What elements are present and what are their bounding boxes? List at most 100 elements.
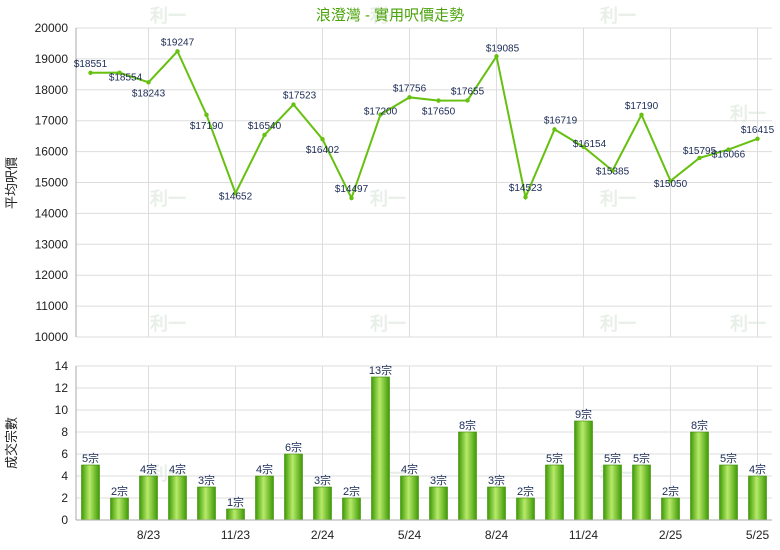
count-bar [168, 475, 187, 521]
price-data-label: $16415 [741, 125, 775, 136]
x-tick-label: 5/24 [398, 528, 422, 542]
count-y-axis-label: 成交宗數 [4, 417, 19, 469]
x-tick-label: 2/25 [659, 528, 683, 542]
price-data-label: $16154 [573, 139, 607, 150]
price-data-label: $15795 [683, 146, 717, 157]
price-y-tick-label: 20000 [35, 21, 69, 35]
price-point [639, 112, 644, 118]
count-data-label: 4宗 [140, 462, 157, 476]
count-y-tick-label: 6 [61, 447, 68, 461]
price-data-label: $14652 [219, 191, 253, 202]
count-data-label: 5宗 [546, 451, 563, 465]
price-data-label: $19085 [486, 43, 520, 54]
price-point [349, 195, 354, 201]
count-bar [458, 431, 477, 521]
count-bar [429, 486, 448, 521]
price-data-label: $16719 [544, 115, 578, 126]
count-data-label: 8宗 [691, 418, 708, 432]
price-point [88, 70, 93, 75]
price-point [262, 132, 267, 138]
count-bar [545, 464, 564, 521]
count-data-label: 8宗 [459, 418, 476, 432]
count-data-label: 5宗 [720, 451, 737, 465]
price-data-label: $15385 [596, 167, 630, 178]
price-gridlines [76, 27, 772, 338]
price-data-label: $15050 [654, 179, 688, 190]
count-bar [719, 464, 738, 521]
count-y-tick-label: 14 [55, 359, 69, 373]
count-data-label: 4宗 [256, 462, 273, 476]
count-y-axis: 0 2 4 6 8 10 12 14 [55, 359, 77, 527]
price-point [407, 95, 412, 100]
count-y-tick-label: 12 [55, 381, 69, 395]
x-tick-label: 11/24 [569, 528, 598, 542]
count-bar [139, 475, 158, 521]
price-point [233, 191, 238, 196]
count-y-tick-label: 8 [61, 425, 68, 439]
price-data-label: $14523 [509, 183, 543, 194]
price-y-tick-label: 14000 [35, 206, 69, 220]
count-data-label: 13宗 [369, 363, 392, 377]
count-data-label: 3宗 [198, 473, 215, 487]
price-y-tick-label: 15000 [35, 176, 69, 190]
price-data-label: $17190 [625, 101, 659, 112]
price-point [726, 147, 731, 152]
count-data-label: 2宗 [517, 484, 534, 498]
price-data-label: $16540 [248, 121, 282, 132]
watermark-text: 利一 [370, 188, 406, 210]
price-point [581, 144, 586, 150]
price-point [436, 98, 441, 103]
watermark-text: 利一 [730, 103, 766, 125]
price-data-label: $17190 [190, 121, 224, 132]
price-data-label: $18551 [74, 59, 108, 70]
price-data-label: $17523 [283, 91, 317, 102]
price-data-label: $17650 [422, 107, 456, 118]
count-bar [110, 497, 129, 521]
price-y-axis: 10000 11000 12000 13000 14000 15000 16000 17000… [35, 21, 77, 344]
watermark-layer: 利一利一利一利一利一利一利一利一利一利一利一利一利一利一 [150, 5, 766, 485]
price-data-label: $17756 [393, 83, 427, 94]
count-data-label: 5宗 [82, 451, 99, 465]
count-bar [371, 376, 390, 521]
price-point [117, 70, 122, 75]
price-data-label: $16402 [306, 145, 340, 156]
x-tick-label: 11/23 [221, 528, 250, 542]
count-bar [748, 475, 767, 521]
count-data-label: 5宗 [633, 451, 650, 465]
count-bar [690, 431, 709, 521]
watermark-text: 利一 [600, 5, 636, 27]
price-point [320, 136, 325, 142]
count-data-label: 5宗 [604, 451, 621, 465]
price-y-tick-label: 16000 [35, 145, 69, 159]
price-data-label: $19247 [161, 37, 195, 48]
price-data-label: $18243 [132, 88, 166, 99]
count-data-label: 2宗 [343, 484, 360, 498]
count-data-label: 2宗 [662, 484, 679, 498]
watermark-text: 利一 [370, 5, 406, 27]
price-point [465, 98, 470, 103]
count-bar [603, 464, 622, 521]
price-point [755, 136, 760, 141]
price-y-tick-label: 17000 [35, 114, 69, 128]
price-data-label: $14497 [335, 184, 369, 195]
price-point [146, 80, 151, 85]
count-bar [226, 508, 245, 521]
price-y-tick-label: 13000 [35, 237, 69, 251]
chart-title: 浪澄灣 - 實用呎價走勢 [316, 6, 464, 24]
price-point [291, 102, 296, 107]
price-y-tick-label: 12000 [35, 268, 69, 282]
price-point [610, 168, 615, 173]
count-data-label: 4宗 [169, 462, 186, 476]
price-y-tick-label: 11000 [36, 299, 69, 313]
date-x-axis: 8/23 11/23 2/24 5/24 8/24 11/24 2/25 5/25 [76, 519, 772, 542]
watermark-text: 利一 [150, 188, 186, 210]
watermark-text: 利一 [370, 313, 406, 335]
count-bar [81, 464, 100, 521]
count-bar [574, 420, 593, 521]
price-data-label: $17200 [364, 107, 398, 118]
count-y-tick-label: 4 [61, 469, 68, 483]
price-y-axis-label: 平均呎價 [4, 157, 19, 209]
watermark-text: 利一 [730, 313, 766, 335]
